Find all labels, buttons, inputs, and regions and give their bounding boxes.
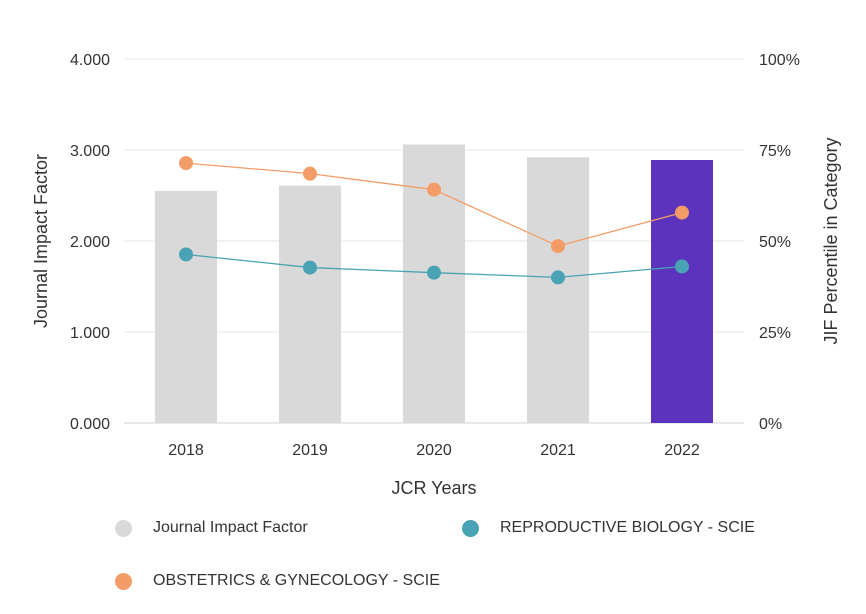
y2-tick-label: 25% (759, 325, 791, 342)
y-tick-label: 3.000 (70, 143, 110, 160)
series-point-0-2020 (427, 265, 441, 280)
y2-tick-label: 0% (759, 416, 782, 433)
legend-label-jif: Journal Impact Factor (153, 519, 308, 536)
legend-item-obstetrics-gynecology[interactable]: OBSTETRICS & GYNECOLOGY - SCIE (115, 569, 440, 593)
legend-label-reproductive-biology: REPRODUCTIVE BIOLOGY - SCIE (500, 519, 755, 536)
bar-series (155, 144, 713, 424)
series-point-1-2019 (303, 166, 317, 181)
y2-axis-title: JIF Percentile in Category (821, 137, 841, 344)
x-tick-label: 2019 (292, 442, 328, 459)
legend-swatch-reproductive-biology (462, 519, 479, 537)
y-tick-label: 1.000 (70, 325, 110, 342)
y-axis-title: Journal Impact Factor (31, 154, 51, 328)
y-tick-label: 4.000 (70, 52, 110, 69)
series-point-0-2021 (551, 270, 565, 285)
bar-2022 (651, 160, 713, 423)
x-axis-title: JCR Years (391, 478, 476, 498)
legend-label-obstetrics-gynecology: OBSTETRICS & GYNECOLOGY - SCIE (153, 572, 440, 589)
x-tick-label: 2021 (540, 442, 576, 459)
series-point-1-2020 (427, 182, 441, 197)
bar-2018 (155, 190, 217, 423)
series-point-0-2018 (179, 247, 193, 262)
bar-2021 (527, 157, 589, 423)
legend-item-reproductive-biology[interactable]: REPRODUCTIVE BIOLOGY - SCIE (462, 516, 755, 540)
axes: 0.000 1.000 2.000 3.000 4.000 0% 25% 50% 75% 100%… (70, 52, 800, 459)
legend-swatch-jif (115, 519, 132, 537)
series-point-1-2018 (179, 156, 193, 171)
series-point-0-2022 (675, 259, 689, 274)
chart-canvas: 0.000 1.000 2.000 3.000 4.000 0% 25% 50% 75% 100%… (31, 52, 841, 498)
legend-item-jif[interactable]: Journal Impact Factor (115, 516, 308, 540)
series-point-1-2022 (675, 205, 689, 220)
series-point-0-2019 (303, 260, 317, 275)
legend-swatch-obstetrics-gynecology (115, 572, 132, 590)
y2-tick-label: 75% (759, 143, 791, 160)
y-tick-label: 0.000 (70, 416, 110, 433)
line-series (179, 156, 689, 285)
x-tick-label: 2020 (416, 442, 452, 459)
y2-tick-label: 100% (759, 52, 800, 69)
y-tick-label: 2.000 (70, 234, 110, 251)
series-point-1-2021 (551, 239, 565, 254)
bar-2019 (279, 185, 341, 423)
x-tick-label: 2022 (664, 442, 700, 459)
x-tick-label: 2018 (168, 442, 204, 459)
y2-tick-label: 50% (759, 234, 791, 251)
